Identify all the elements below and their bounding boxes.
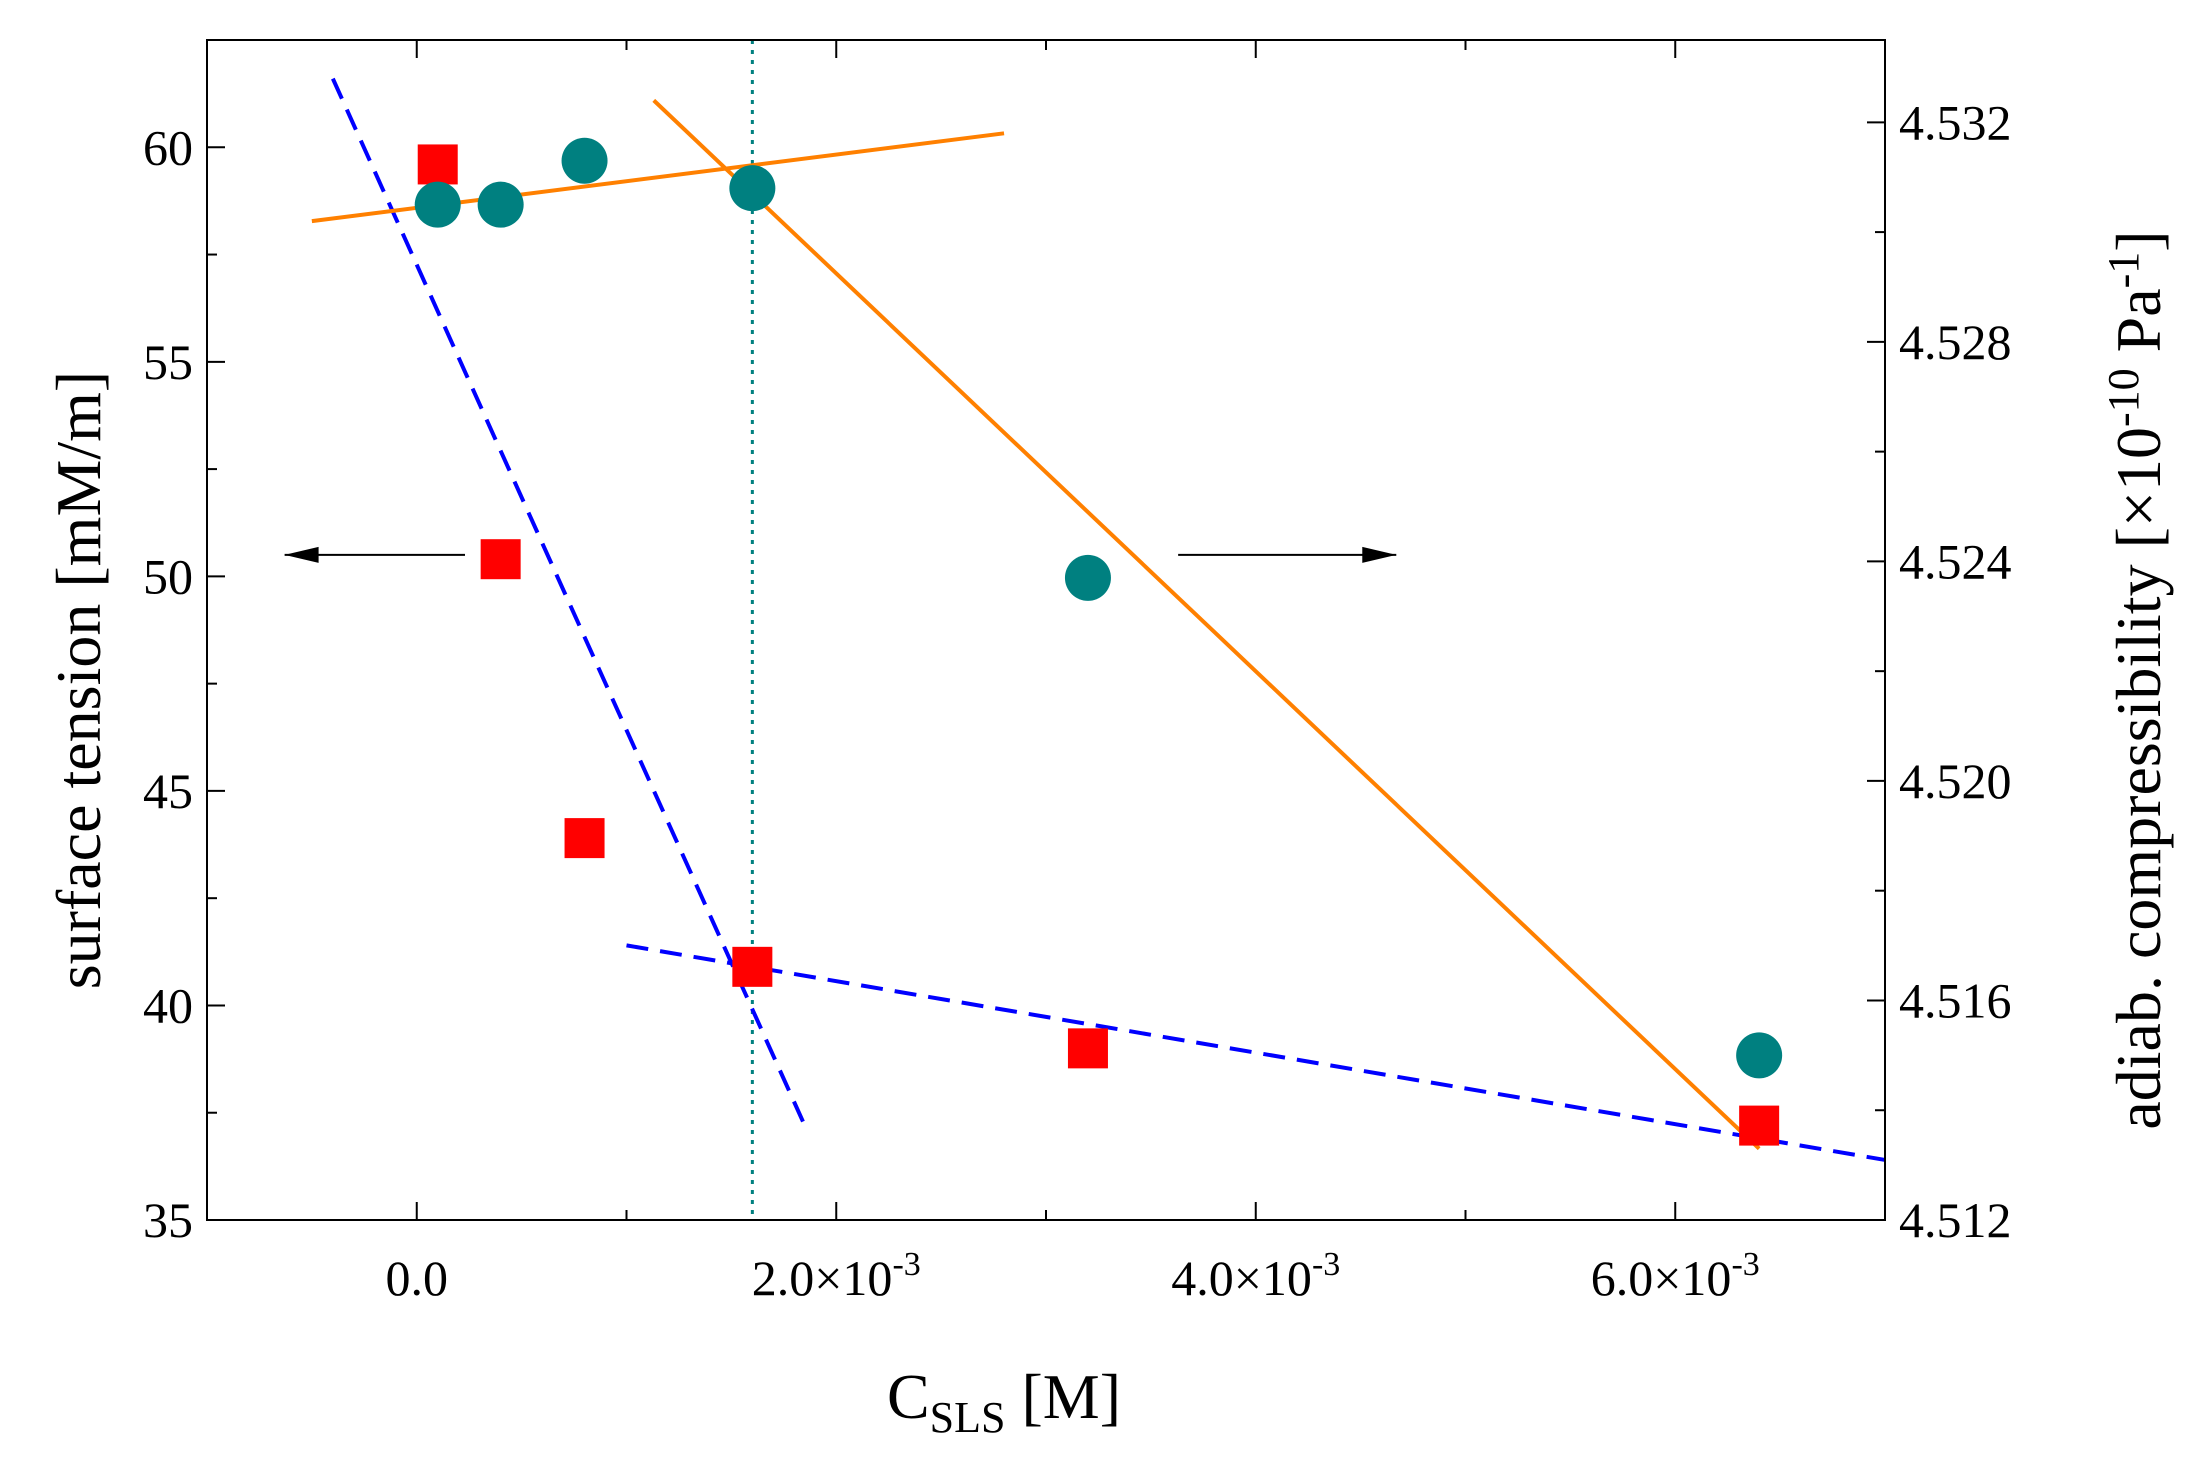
y-right-tick-label: 4.528 xyxy=(1899,314,2012,370)
y-right-axis-title: adiab. compressibility [×10-10 Pa-1] xyxy=(2099,230,2174,1129)
y-right-tick-label: 4.520 xyxy=(1899,753,2012,809)
y-left-tick-label: 45 xyxy=(143,763,193,819)
y-left-tick-label: 40 xyxy=(143,977,193,1033)
compressibility-point xyxy=(729,165,776,212)
x-tick-label: 0.0 xyxy=(386,1250,449,1306)
surface-tension-fit-steep xyxy=(331,77,807,1127)
right-axis-arrow-head xyxy=(1362,546,1397,563)
compressibility-fit-steep xyxy=(652,98,1761,1151)
surface-tension-point xyxy=(1067,1028,1108,1069)
x-tick-label: 2.0×10-3 xyxy=(752,1246,921,1306)
compressibility-point xyxy=(477,181,524,228)
y-left-tick-label: 50 xyxy=(143,548,193,604)
surface-tension-point xyxy=(417,144,458,185)
compressibility-point xyxy=(1736,1032,1783,1079)
compressibility-point xyxy=(561,137,608,184)
x-axis-title: CSLS [M] xyxy=(887,1361,1121,1442)
y-right-tick-label: 4.532 xyxy=(1899,94,2012,150)
y-left-tick-label: 60 xyxy=(143,119,193,175)
compressibility-point xyxy=(1064,554,1111,601)
y-right-tick-label: 4.524 xyxy=(1899,533,2012,589)
y-right-tick-label: 4.516 xyxy=(1899,972,2012,1028)
y-left-axis-title: surface tension [mM/m] xyxy=(43,371,114,990)
left-axis-arrow-head xyxy=(284,546,319,563)
surface-tension-point xyxy=(1739,1105,1780,1146)
compressibility-point xyxy=(414,181,461,228)
surface-tension-point xyxy=(564,818,605,859)
x-tick-label: 4.0×10-3 xyxy=(1171,1246,1340,1306)
y-left-tick-label: 35 xyxy=(143,1192,193,1248)
surface-tension-point xyxy=(480,539,521,580)
y-left-tick-label: 55 xyxy=(143,334,193,390)
x-tick-label: 6.0×10-3 xyxy=(1591,1246,1760,1306)
surface-tension-fit-shallow xyxy=(626,943,1886,1162)
plot-frame xyxy=(206,39,1886,1221)
surface-tension-point xyxy=(732,946,773,987)
y-right-tick-label: 4.512 xyxy=(1899,1192,2012,1248)
plot-area: 0.0 2.0×10-3 4.0×10-3 6.0×10-3 35 40 45 50 55 60 4… xyxy=(143,39,2012,1306)
